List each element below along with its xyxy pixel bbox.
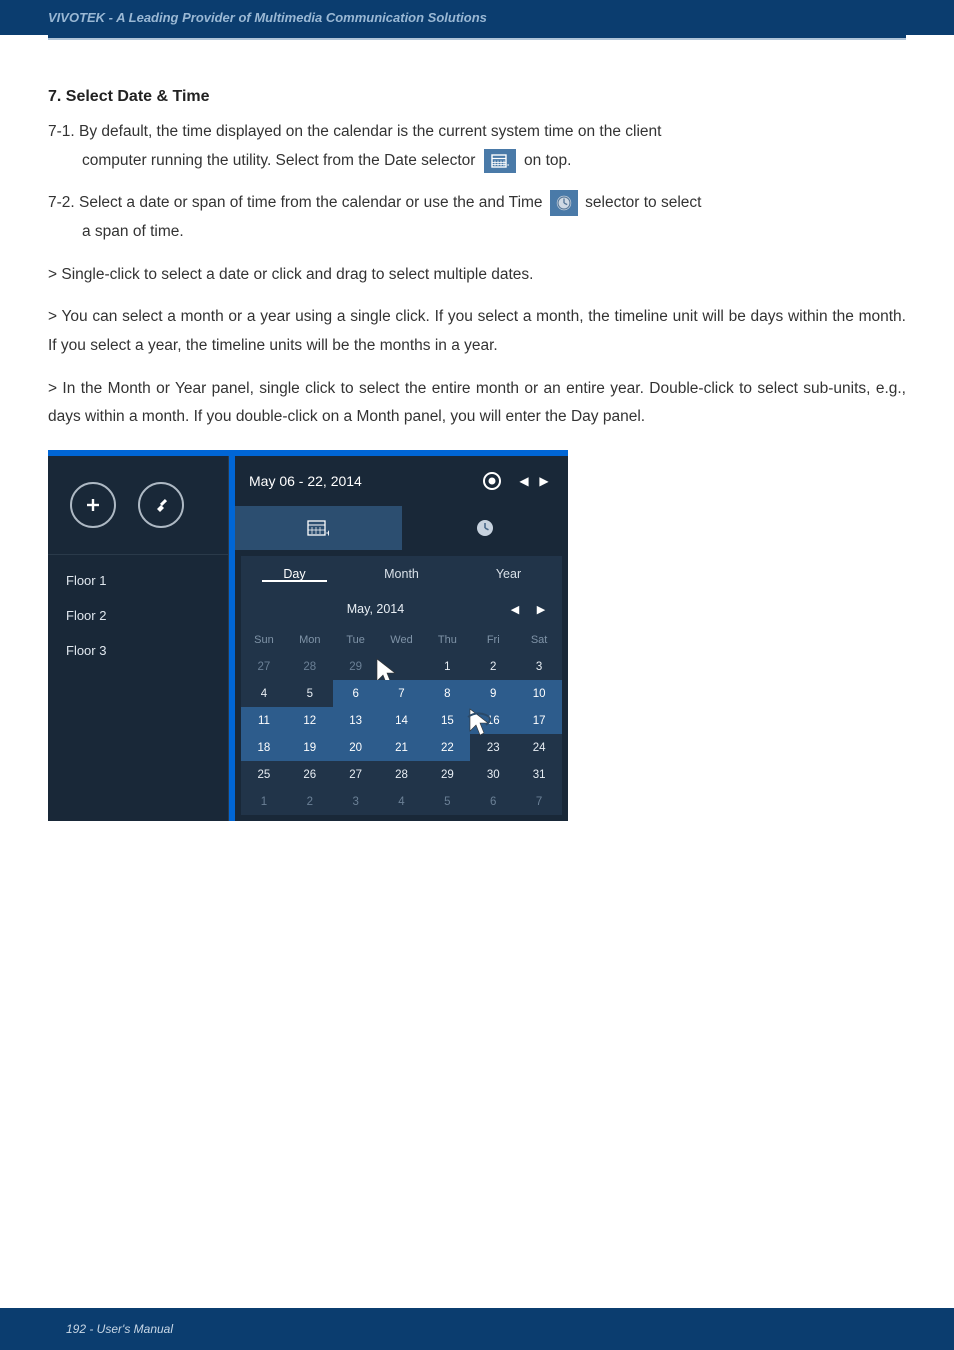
calendar-day[interactable]: 11 <box>241 707 287 734</box>
calendar-day[interactable]: 14 <box>379 707 425 734</box>
calendar-day[interactable]: 5 <box>287 680 333 707</box>
p1-line2a: computer running the utility. Select fro… <box>82 152 480 169</box>
calendar-day[interactable]: 6 <box>470 788 516 815</box>
dow-header: Wed <box>379 626 425 653</box>
calendar-day[interactable]: 15 <box>424 707 470 734</box>
calendar-day[interactable]: 1 <box>424 653 470 680</box>
calendar-day[interactable]: 5 <box>424 788 470 815</box>
calendar-day[interactable]: 27 <box>241 653 287 680</box>
prev-arrow[interactable]: ◀ <box>514 474 534 488</box>
target-icon[interactable] <box>482 471 502 491</box>
month-label: May, 2014 <box>249 602 502 616</box>
dow-header: Sun <box>241 626 287 653</box>
header-tagline: VIVOTEK - A Leading Provider of Multimed… <box>0 0 954 35</box>
calendar-day[interactable]: 13 <box>333 707 379 734</box>
date-range-row: May 06 - 22, 2014 ◀ ▶ <box>235 456 568 506</box>
para-7-2: 7-2. Select a date or span of time from … <box>48 189 906 246</box>
calendar-day[interactable]: 3 <box>516 653 562 680</box>
svg-text:+: + <box>326 528 329 537</box>
widget-main: May 06 - 22, 2014 ◀ ▶ + Day <box>229 456 568 821</box>
date-range-text: May 06 - 22, 2014 <box>249 473 482 489</box>
dow-header: Thu <box>424 626 470 653</box>
time-tab[interactable] <box>402 506 569 550</box>
calendar-day[interactable]: 29 <box>424 761 470 788</box>
calendar-widget: Floor 1 Floor 2 Floor 3 May 06 - 22, 201… <box>48 450 568 821</box>
month-prev[interactable]: ◀ <box>502 603 528 616</box>
floor-list: Floor 1 Floor 2 Floor 3 <box>48 555 228 676</box>
floor-item-3[interactable]: Floor 3 <box>48 633 228 668</box>
p2-b: selector to select <box>585 194 701 211</box>
para-month-year: > You can select a month or a year using… <box>48 303 906 360</box>
para-double-click: > In the Month or Year panel, single cli… <box>48 375 906 432</box>
calendar-day[interactable]: 9 <box>470 680 516 707</box>
calendar-day[interactable]: 30 <box>470 761 516 788</box>
calendar-day[interactable]: 2 <box>287 788 333 815</box>
widget-sidebar: Floor 1 Floor 2 Floor 3 <box>48 456 229 821</box>
floor-item-1[interactable]: Floor 1 <box>48 563 228 598</box>
calendar-day[interactable]: 8 <box>424 680 470 707</box>
calendar-day[interactable]: 17 <box>516 707 562 734</box>
calendar-day[interactable]: 10 <box>516 680 562 707</box>
calendar-day[interactable]: 25 <box>241 761 287 788</box>
next-arrow[interactable]: ▶ <box>534 474 554 488</box>
tab-year[interactable]: Year <box>455 567 562 581</box>
calendar-day[interactable]: 26 <box>287 761 333 788</box>
p2-a: 7-2. Select a date or span of time from … <box>48 194 547 211</box>
dow-header: Sat <box>516 626 562 653</box>
calendar-icon: + <box>484 149 516 173</box>
para-single-click: > Single-click to select a date or click… <box>48 261 906 290</box>
calendar-day[interactable]: 3 <box>333 788 379 815</box>
tab-day[interactable]: Day <box>241 567 348 581</box>
calendar-day[interactable]: 29 <box>333 653 379 680</box>
calendar-day[interactable]: 28 <box>287 653 333 680</box>
brush-button[interactable] <box>138 482 184 528</box>
p1-line2b: on top. <box>524 152 571 169</box>
calendar-day[interactable]: 28 <box>379 761 425 788</box>
calendar-grid: SunMonTueWedThuFriSat2728293012345678910… <box>241 626 562 815</box>
p1-line1: 7-1. By default, the time displayed on t… <box>48 123 661 140</box>
calendar-day[interactable]: 20 <box>333 734 379 761</box>
floor-item-2[interactable]: Floor 2 <box>48 598 228 633</box>
calendar-day[interactable]: 22 <box>424 734 470 761</box>
clock-icon <box>550 190 578 216</box>
svg-text:+: + <box>507 160 509 169</box>
calendar-day[interactable]: 7 <box>379 680 425 707</box>
calendar-day[interactable]: 21 <box>379 734 425 761</box>
section-title: 7. Select Date & Time <box>48 88 906 106</box>
calendar-day[interactable]: 7 <box>516 788 562 815</box>
tab-month[interactable]: Month <box>348 567 455 581</box>
header-rule-light <box>48 38 906 40</box>
calendar-day[interactable]: 16 <box>470 707 516 734</box>
date-tab[interactable]: + <box>235 506 402 550</box>
calendar-day[interactable]: 18 <box>241 734 287 761</box>
add-button[interactable] <box>70 482 116 528</box>
calendar-day[interactable]: 27 <box>333 761 379 788</box>
calendar-panel: Day Month Year May, 2014 ◀ ▶ SunMonTueWe… <box>241 556 562 815</box>
calendar-day[interactable]: 24 <box>516 734 562 761</box>
dow-header: Fri <box>470 626 516 653</box>
page-content: 7. Select Date & Time 7-1. By default, t… <box>0 60 954 861</box>
calendar-day[interactable]: 1 <box>241 788 287 815</box>
dow-header: Mon <box>287 626 333 653</box>
dow-header: Tue <box>333 626 379 653</box>
page-footer: 192 - User's Manual <box>0 1308 954 1350</box>
calendar-day[interactable]: 4 <box>379 788 425 815</box>
calendar-day[interactable]: 4 <box>241 680 287 707</box>
widget-toolbar <box>48 456 228 555</box>
month-next[interactable]: ▶ <box>528 603 554 616</box>
para-7-1: 7-1. By default, the time displayed on t… <box>48 118 906 175</box>
calendar-day[interactable]: 30 <box>379 653 425 680</box>
p2-c: a span of time. <box>48 218 184 247</box>
calendar-day[interactable]: 6 <box>333 680 379 707</box>
view-tabs: Day Month Year <box>241 556 562 592</box>
month-nav: May, 2014 ◀ ▶ <box>241 592 562 626</box>
calendar-day[interactable]: 2 <box>470 653 516 680</box>
calendar-day[interactable]: 23 <box>470 734 516 761</box>
selector-tabs: + <box>235 506 568 550</box>
calendar-day[interactable]: 12 <box>287 707 333 734</box>
calendar-day[interactable]: 19 <box>287 734 333 761</box>
calendar-day[interactable]: 31 <box>516 761 562 788</box>
